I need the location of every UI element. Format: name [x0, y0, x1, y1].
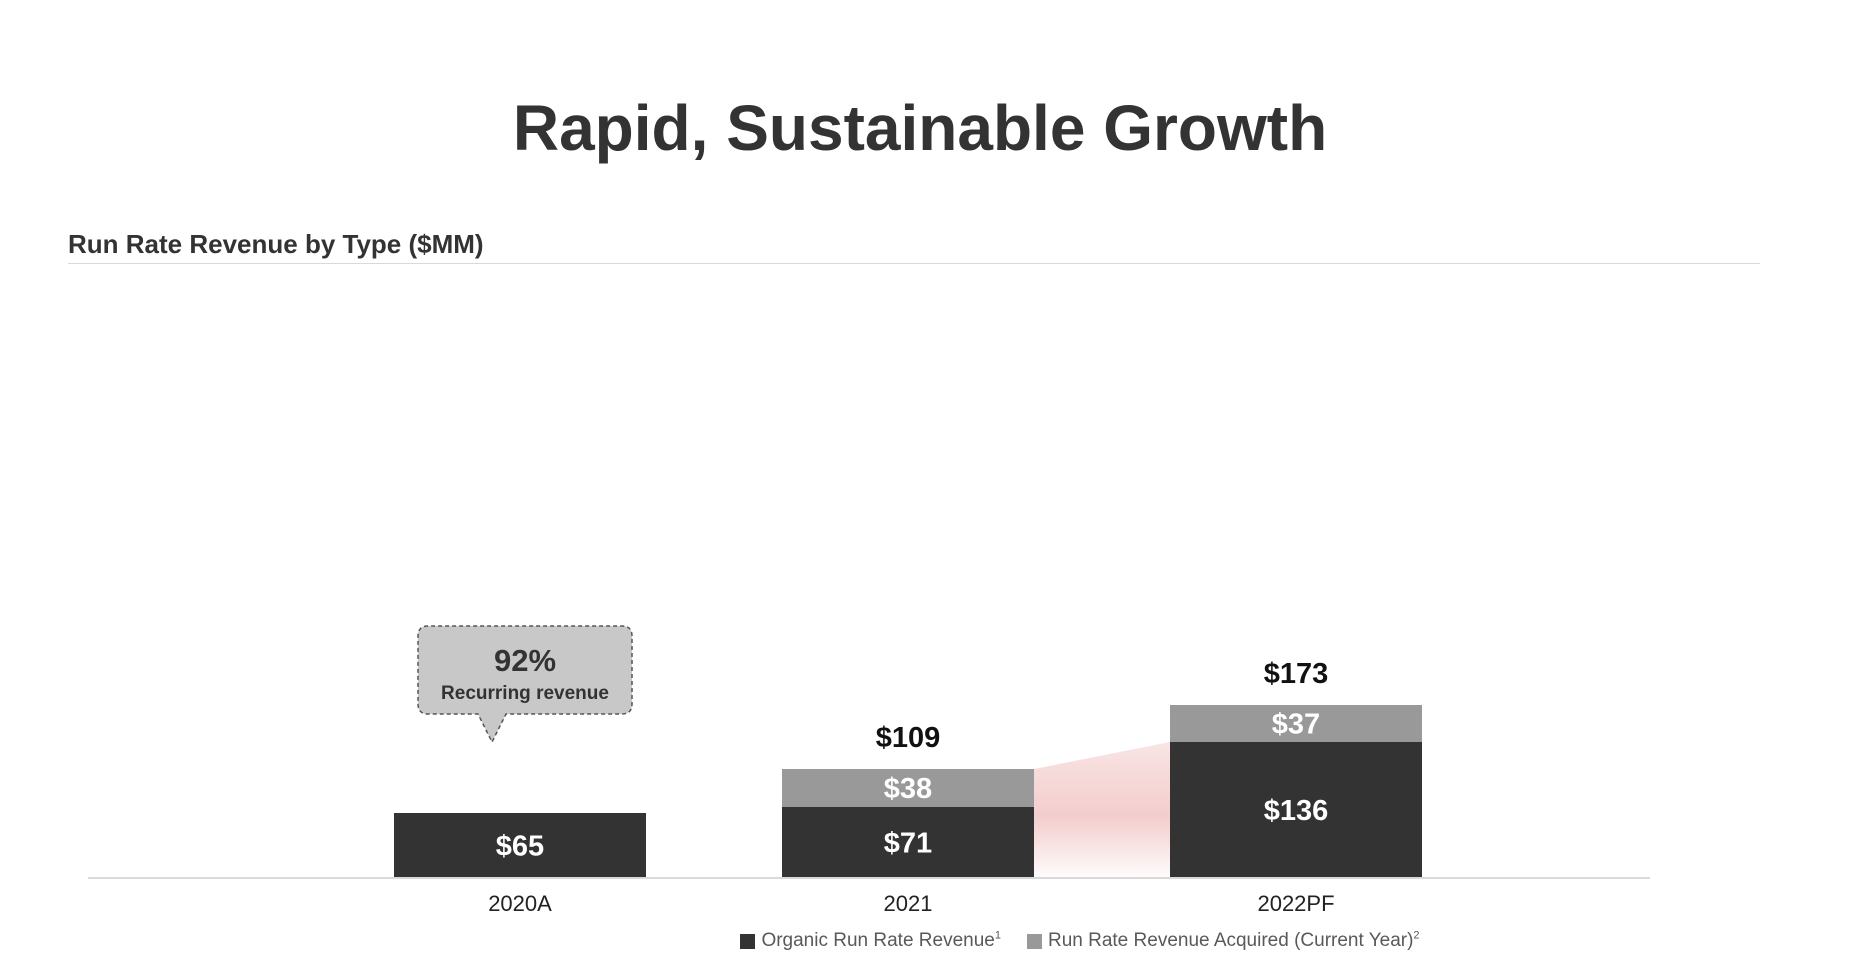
- legend-label-organic: Organic Run Rate Revenue: [761, 930, 995, 951]
- bar-value-label-acquired-2021: $38: [884, 773, 932, 805]
- bar-value-label-organic-2021: $71: [884, 828, 932, 860]
- legend-footnote-organic: 1: [994, 929, 1001, 942]
- bar-value-label-acquired-2022PF: $37: [1272, 709, 1320, 741]
- chart-section-header: Run Rate Revenue by Type ($MM): [68, 229, 484, 259]
- x-tick-label-2022PF: 2022PF: [1257, 891, 1334, 916]
- bar-organic-2020A: [394, 813, 646, 878]
- recurring-revenue-callout: 92% Recurring revenue: [417, 625, 633, 744]
- page-title: Rapid, Sustainable Growth: [512, 92, 1328, 164]
- callout-percentage: 92%: [494, 643, 556, 678]
- bar-layer: [394, 705, 1422, 878]
- bar-value-label-organic-2022PF: $136: [1264, 795, 1329, 827]
- callout-bubble: [417, 625, 633, 744]
- bar-organic-2022PF: [1170, 742, 1422, 878]
- chart-legend: Organic Run Rate Revenue1 Run Rate Reven…: [160, 930, 1868, 952]
- bar-acquired-2021: [782, 769, 1034, 807]
- legend-item-organic: Organic Run Rate Revenue1: [740, 930, 1001, 952]
- growth-band-layer: [1034, 742, 1170, 878]
- total-label-2021: $109: [876, 722, 941, 754]
- legend-footnote-acquired: 2: [1413, 929, 1420, 942]
- x-tick-label-2020A: 2020A: [488, 891, 552, 916]
- legend-label-acquired: Run Rate Revenue Acquired (Current Year): [1047, 930, 1414, 951]
- legend-swatch-organic: [740, 933, 756, 949]
- callout-label: Recurring revenue: [441, 683, 609, 704]
- bar-value-label-organic-2020A: $65: [496, 831, 544, 863]
- label-layer: $65 2020A $71 $38 $109 2021 $136 $37 $173 2022PF: [488, 656, 1334, 916]
- bar-acquired-2022PF: [1170, 705, 1422, 742]
- legend-item-acquired: Run Rate Revenue Acquired (Current Year)…: [1026, 929, 1420, 952]
- x-tick-label-2021: 2021: [884, 891, 933, 916]
- section-divider: [68, 263, 1760, 264]
- legend-swatch-acquired: [1026, 933, 1042, 949]
- growth-band: [1034, 742, 1170, 878]
- total-label-2022PF: $173: [1264, 658, 1329, 690]
- bar-organic-2021: [782, 807, 1034, 878]
